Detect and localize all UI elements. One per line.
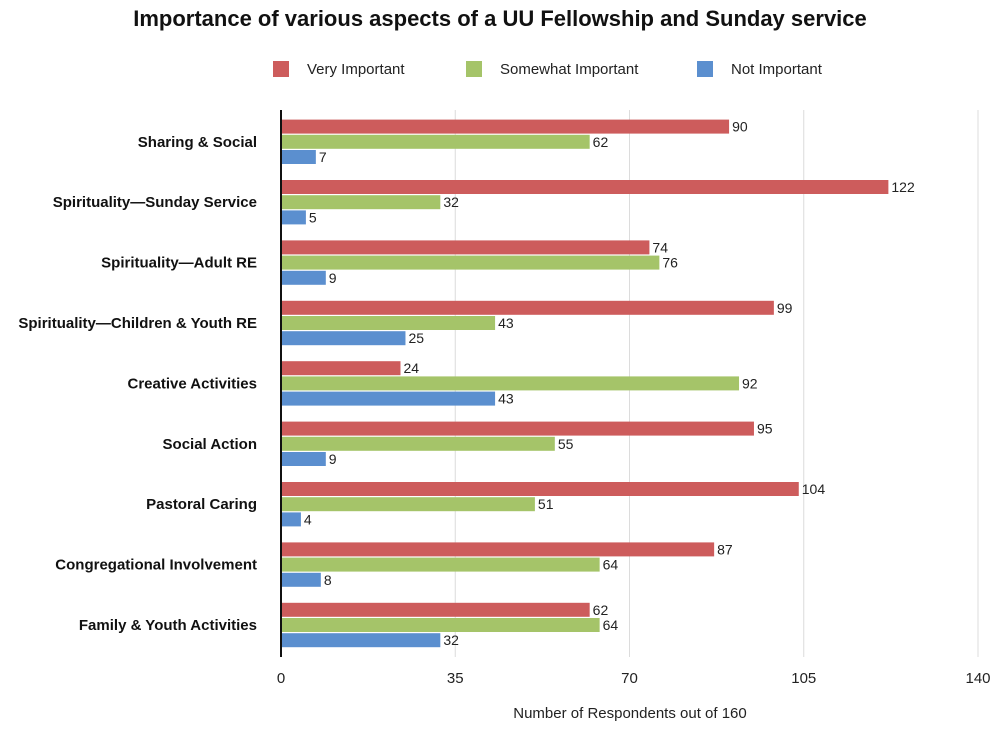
category-label-congregational-involvement: Congregational Involvement <box>55 557 257 574</box>
value-label-somewhat-important-spirituality-adult-re: 76 <box>662 255 678 271</box>
value-label-very-important-spirituality-sunday-service: 122 <box>891 179 915 195</box>
value-label-somewhat-important-social-action: 55 <box>558 436 574 452</box>
bar-very-important-pastoral-caring <box>281 482 799 496</box>
bar-not-important-creative-activities <box>281 391 496 406</box>
value-label-not-important-congregational-involvement: 8 <box>324 572 332 588</box>
legend-item-somewhat-important: Somewhat Important <box>466 58 638 80</box>
value-label-very-important-sharing-social: 90 <box>732 119 748 135</box>
bar-somewhat-important-spirituality-adult-re <box>281 255 660 270</box>
bar-not-important-spirituality-sunday-service <box>281 210 306 225</box>
legend-swatch-not-important <box>697 61 713 77</box>
category-label-family-youth-activities: Family & Youth Activities <box>79 617 257 634</box>
x-axis-title: Number of Respondents out of 160 <box>513 705 747 722</box>
value-label-very-important-spirituality-children-youth-re: 99 <box>777 300 793 316</box>
legend-label-very-important: Very Important <box>307 60 405 78</box>
category-label-spirituality-sunday-service: Spirituality—Sunday Service <box>53 194 257 211</box>
legend-swatch-very-important <box>273 61 289 77</box>
value-label-very-important-spirituality-adult-re: 74 <box>652 239 668 255</box>
value-label-not-important-pastoral-caring: 4 <box>304 511 312 527</box>
value-label-not-important-social-action: 9 <box>329 451 337 467</box>
category-label-sharing-social: Sharing & Social <box>138 134 257 151</box>
bar-not-important-family-youth-activities <box>281 633 441 648</box>
value-label-not-important-sharing-social: 7 <box>319 149 327 165</box>
value-label-somewhat-important-pastoral-caring: 51 <box>538 496 554 512</box>
bar-very-important-family-youth-activities <box>281 602 590 617</box>
bar-not-important-pastoral-caring <box>281 512 301 527</box>
x-tick-label-105: 105 <box>791 670 816 687</box>
bar-very-important-creative-activities <box>281 361 401 376</box>
chart-title: Importance of various aspects of a UU Fe… <box>133 6 867 31</box>
value-label-not-important-spirituality-sunday-service: 5 <box>309 209 317 225</box>
value-label-very-important-congregational-involvement: 87 <box>717 541 733 557</box>
bar-somewhat-important-sharing-social <box>281 134 590 149</box>
x-tick-label-35: 35 <box>447 670 464 687</box>
bar-very-important-social-action <box>281 421 754 436</box>
legend-swatch-somewhat-important <box>466 61 482 77</box>
bar-somewhat-important-creative-activities <box>281 376 740 391</box>
value-label-somewhat-important-spirituality-children-youth-re: 43 <box>498 315 514 331</box>
bar-very-important-spirituality-sunday-service <box>281 180 889 194</box>
bar-very-important-spirituality-adult-re <box>281 240 650 255</box>
bar-very-important-congregational-involvement <box>281 542 715 557</box>
bar-not-important-congregational-involvement <box>281 572 321 587</box>
bar-not-important-sharing-social <box>281 150 316 164</box>
bar-somewhat-important-congregational-involvement <box>281 557 600 572</box>
value-label-somewhat-important-creative-activities: 92 <box>742 375 758 391</box>
value-label-very-important-family-youth-activities: 62 <box>593 602 609 618</box>
x-tick-label-0: 0 <box>277 670 285 687</box>
value-label-somewhat-important-spirituality-sunday-service: 32 <box>443 194 459 210</box>
value-label-very-important-creative-activities: 24 <box>403 360 419 376</box>
value-label-somewhat-important-family-youth-activities: 64 <box>603 617 619 633</box>
bar-not-important-spirituality-adult-re <box>281 270 326 285</box>
value-label-very-important-pastoral-caring: 104 <box>802 481 826 497</box>
value-label-not-important-spirituality-adult-re: 9 <box>329 270 337 286</box>
category-label-spirituality-adult-re: Spirituality—Adult RE <box>101 255 257 272</box>
bar-somewhat-important-spirituality-sunday-service <box>281 195 441 210</box>
category-label-pastoral-caring: Pastoral Caring <box>146 496 257 513</box>
bar-somewhat-important-family-youth-activities <box>281 618 600 632</box>
bar-very-important-spirituality-children-youth-re <box>281 300 774 315</box>
bar-somewhat-important-pastoral-caring <box>281 497 535 512</box>
bar-somewhat-important-social-action <box>281 436 555 451</box>
value-label-somewhat-important-sharing-social: 62 <box>593 134 609 150</box>
bar-not-important-social-action <box>281 452 326 466</box>
bar-very-important-sharing-social <box>281 119 730 134</box>
x-tick-label-70: 70 <box>621 670 638 687</box>
category-label-creative-activities: Creative Activities <box>127 375 257 392</box>
category-label-social-action: Social Action <box>163 436 257 453</box>
legend-item-not-important: Not Important <box>697 58 822 80</box>
legend-label-not-important: Not Important <box>731 60 822 78</box>
value-label-not-important-creative-activities: 43 <box>498 391 514 407</box>
category-label-spirituality-children-youth-re: Spirituality—Children & Youth RE <box>18 315 257 332</box>
legend-item-very-important: Very Important <box>273 58 405 80</box>
value-label-not-important-family-youth-activities: 32 <box>443 632 459 648</box>
legend: Very Important Somewhat Important Not Im… <box>0 58 1000 80</box>
value-label-somewhat-important-congregational-involvement: 64 <box>603 557 619 573</box>
bar-not-important-spirituality-children-youth-re <box>281 331 406 346</box>
bar-somewhat-important-spirituality-children-youth-re <box>281 316 496 330</box>
value-label-very-important-social-action: 95 <box>757 421 773 437</box>
legend-label-somewhat-important: Somewhat Important <box>500 60 639 78</box>
x-tick-label-140: 140 <box>965 670 990 687</box>
value-label-not-important-spirituality-children-youth-re: 25 <box>408 330 424 346</box>
